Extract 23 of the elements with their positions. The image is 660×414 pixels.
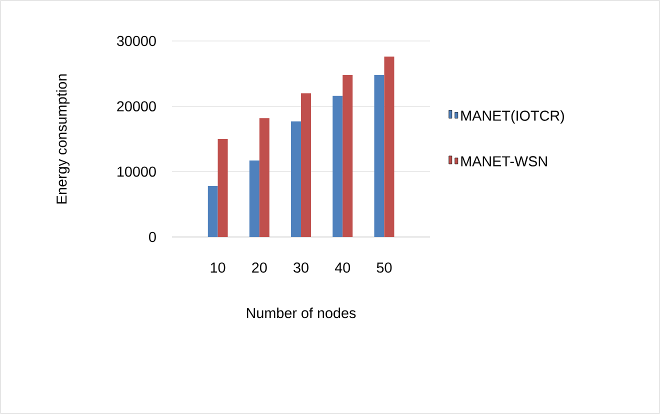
bar <box>218 138 228 237</box>
bar <box>374 74 384 237</box>
x-tick-label: 30 <box>294 262 308 273</box>
bar <box>301 93 312 237</box>
bar <box>291 121 302 237</box>
bar <box>208 186 218 237</box>
bar <box>384 56 394 237</box>
x-tick-label: 20 <box>252 262 267 273</box>
bar <box>259 118 270 237</box>
bar <box>342 74 353 237</box>
x-axis-title: Number of nodes <box>246 308 356 318</box>
bar <box>249 160 260 237</box>
y-tick-label: 10000 <box>118 166 156 177</box>
x-tick-label: 10 <box>210 262 226 273</box>
legend-label: MANET-WSN <box>461 156 547 166</box>
x-tick-label: 50 <box>376 262 392 273</box>
x-tick-label: 40 <box>334 262 350 273</box>
legend-label: MANET(IOTCR) <box>461 110 564 124</box>
y-tick-label: 0 <box>149 232 156 242</box>
bar <box>332 96 343 237</box>
y-axis-title: Energy consumption <box>56 74 70 204</box>
y-tick-label: 30000 <box>116 36 156 46</box>
y-tick-label: 20000 <box>117 101 156 112</box>
